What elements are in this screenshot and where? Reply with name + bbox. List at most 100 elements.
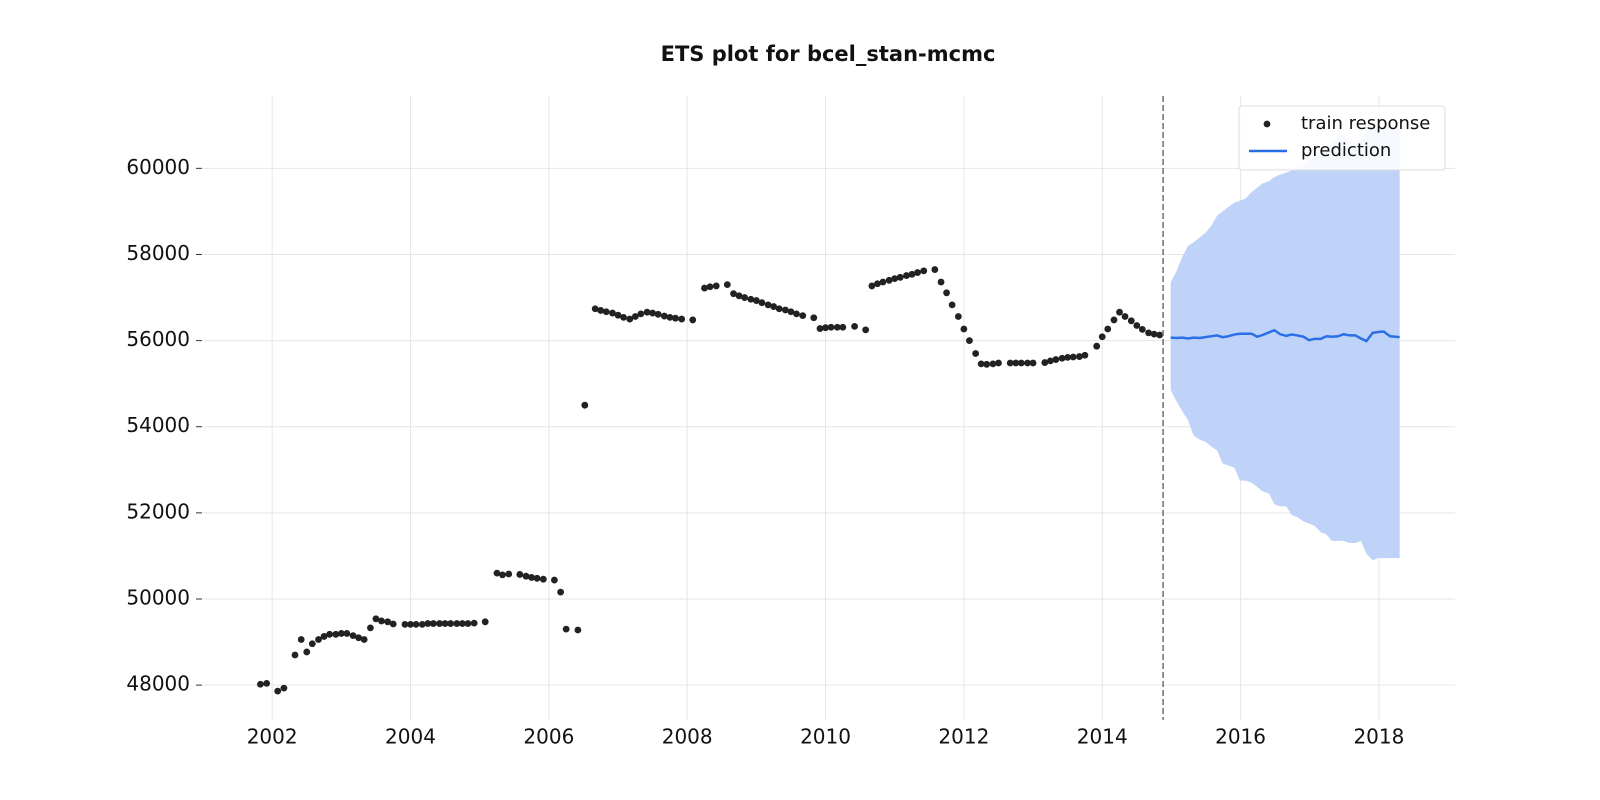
data-point <box>747 295 755 303</box>
data-point <box>1058 354 1066 362</box>
data-point <box>614 311 622 319</box>
data-point <box>977 360 985 368</box>
data-point <box>689 316 697 324</box>
data-point <box>1138 326 1146 333</box>
data-point <box>384 618 392 626</box>
data-point <box>320 633 328 640</box>
y-tick-label: 50000 <box>126 585 190 609</box>
data-point <box>723 281 731 289</box>
data-point <box>666 313 674 321</box>
data-point <box>505 570 513 578</box>
data-point <box>758 299 766 307</box>
data-point <box>1069 353 1077 361</box>
data-point <box>429 620 437 627</box>
data-point <box>516 571 524 578</box>
data-point <box>868 282 876 290</box>
x-tick-label: 2008 <box>662 725 713 749</box>
data-point <box>793 310 800 318</box>
x-tick-label: 2016 <box>1215 725 1266 749</box>
data-point <box>1145 329 1152 337</box>
data-point <box>436 620 443 627</box>
data-point <box>1012 359 1020 367</box>
data-point <box>943 289 950 297</box>
data-point <box>948 301 956 309</box>
prediction-interval <box>1170 127 1400 561</box>
data-point <box>303 648 311 656</box>
data-point <box>851 322 858 330</box>
data-point <box>1029 359 1037 367</box>
data-point <box>557 588 565 596</box>
data-point <box>1110 316 1118 324</box>
x-tick-label: 2004 <box>385 725 436 749</box>
data-point <box>315 636 322 643</box>
data-point <box>839 323 847 331</box>
data-point <box>983 360 991 368</box>
data-point <box>332 630 340 638</box>
legend-label: prediction <box>1301 140 1391 161</box>
data-point <box>424 620 432 627</box>
x-tick-label: 2002 <box>247 725 298 749</box>
data-point <box>581 401 589 409</box>
data-point <box>389 620 397 628</box>
data-point <box>920 267 928 275</box>
data-point <box>1093 342 1101 350</box>
data-point <box>597 307 605 314</box>
data-point <box>1006 359 1014 367</box>
data-point <box>1024 359 1031 367</box>
y-tick-label: 54000 <box>126 413 190 437</box>
y-tick-label: 52000 <box>126 499 190 523</box>
data-point <box>972 350 980 357</box>
data-point <box>712 282 720 290</box>
grid <box>203 96 1455 720</box>
data-point <box>1052 356 1060 363</box>
data-point <box>937 278 945 286</box>
data-point <box>672 314 679 322</box>
data-point <box>643 308 651 316</box>
data-point <box>822 324 829 332</box>
data-point <box>862 326 870 334</box>
x-tick-label: 2010 <box>800 725 851 749</box>
data-point <box>799 312 807 320</box>
x-tick-label: 2012 <box>938 725 989 749</box>
data-point <box>620 313 627 321</box>
data-point <box>660 312 668 320</box>
data-point <box>1041 359 1049 366</box>
data-point <box>995 359 1002 367</box>
chart-title: ETS plot for bcel_stan-mcmc <box>661 42 996 66</box>
x-tick-label: 2018 <box>1353 725 1404 749</box>
y-tick-label: 58000 <box>126 241 190 265</box>
data-point <box>349 632 357 639</box>
data-point <box>775 305 783 313</box>
data-point <box>626 315 634 323</box>
data-point <box>401 620 409 628</box>
data-point <box>337 630 345 637</box>
data-point <box>787 308 795 316</box>
data-point <box>533 574 541 582</box>
data-point <box>1098 333 1106 341</box>
data-point <box>441 620 449 627</box>
data-point <box>706 283 714 291</box>
data-point <box>343 630 351 637</box>
data-point <box>591 305 599 313</box>
data-point <box>481 618 489 626</box>
data-point <box>326 630 333 638</box>
data-point <box>903 272 910 279</box>
y-tick-label: 60000 <box>126 155 190 179</box>
data-point <box>308 640 316 648</box>
data-point <box>355 634 363 642</box>
data-point <box>730 290 737 298</box>
data-point <box>637 310 645 318</box>
data-point <box>810 314 818 322</box>
data-point <box>366 624 374 632</box>
data-point <box>1104 325 1112 333</box>
data-point <box>879 278 887 286</box>
data-point <box>1081 351 1089 359</box>
data-point <box>654 310 662 318</box>
data-point <box>297 636 305 643</box>
data-point <box>1076 353 1083 360</box>
data-point <box>263 679 271 687</box>
data-point <box>378 617 385 625</box>
data-point <box>678 315 686 323</box>
data-point <box>522 572 530 580</box>
